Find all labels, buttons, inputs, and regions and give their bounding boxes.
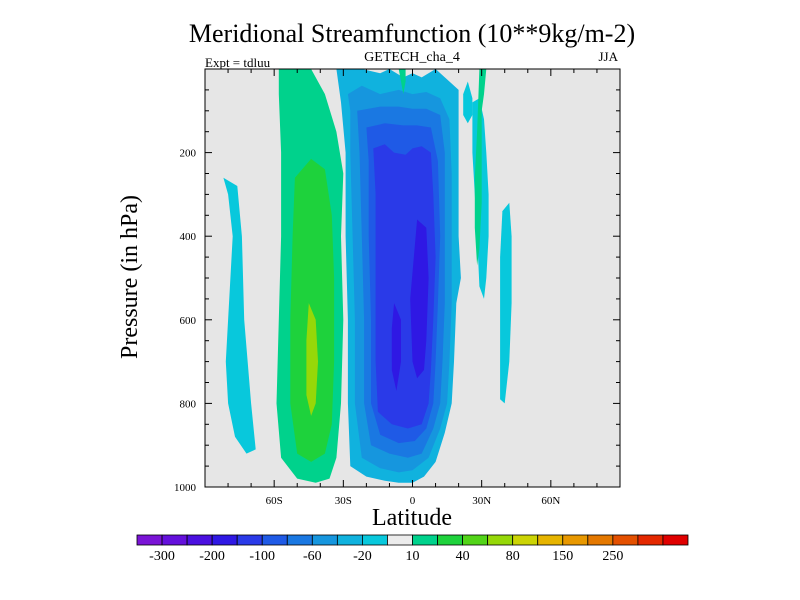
colorbar-box — [587, 534, 614, 546]
x-axis-label: Latitude — [372, 505, 452, 531]
contour-cyan-stub-20n — [463, 81, 473, 124]
colorbar-box — [512, 534, 539, 546]
y-axis-label: Pressure (in hPa) — [117, 195, 143, 359]
x-tick-label: 0 — [410, 495, 416, 507]
y-tick-label: 400 — [180, 231, 197, 243]
colorbar-label: 40 — [456, 549, 470, 564]
x-tick-label: 30N — [472, 495, 491, 507]
y-tick-label: 1000 — [174, 482, 197, 494]
colorbar-box — [161, 534, 188, 546]
contour-indigo-core-a — [410, 219, 429, 379]
chart-title: Meridional Streamfunction (10**9kg/m-2) — [189, 19, 635, 48]
y-tick-label: 200 — [180, 148, 197, 160]
contour-teal-drip-eq — [398, 69, 406, 95]
x-tick-label: 60N — [541, 495, 560, 507]
colorbar-box — [487, 534, 514, 546]
colorbar-label: 250 — [602, 549, 623, 564]
colorbar-label: -300 — [149, 549, 175, 564]
colorbar-box — [462, 534, 489, 546]
contour-cyan-cell-60s — [223, 177, 256, 454]
colorbar-box — [612, 534, 639, 546]
colorbar-box — [211, 534, 238, 546]
colorbar-box — [662, 534, 689, 546]
colorbar-box — [136, 534, 163, 546]
colorbar: -300 -200 -100 -60 -20 10 40 80 150 250 — [136, 534, 689, 564]
y-tick-label: 800 — [180, 398, 197, 410]
contour-green-cell-40s — [290, 158, 335, 462]
plot-area: 60S 30S 0 30N 60N 200 400 600 800 1000 — [174, 68, 621, 507]
colorbar-box — [261, 534, 288, 546]
colorbar-box — [537, 534, 564, 546]
colorbar-label: -20 — [353, 549, 372, 564]
colorbar-label: 150 — [552, 549, 573, 564]
colorbar-box — [637, 534, 664, 546]
colorbar-box — [186, 534, 213, 546]
colorbar-box — [336, 534, 363, 546]
contour-cyan-patch-40n — [500, 202, 512, 404]
colorbar-label: -60 — [303, 549, 322, 564]
colorbar-box — [387, 534, 413, 546]
colorbar-label: -200 — [199, 549, 225, 564]
x-axis-ticks: 60S 30S 0 30N 60N — [204, 69, 621, 507]
x-tick-label: 30S — [335, 495, 352, 507]
contour-teal-ridge-30n — [474, 69, 487, 266]
x-tick-label: 60S — [266, 495, 283, 507]
colorbar-label: -100 — [249, 549, 275, 564]
contour-indigo-core-b — [391, 303, 401, 391]
chart-subtitle-center: GETECH_cha_4 — [364, 50, 460, 65]
contour-fields — [223, 69, 512, 483]
chart-subtitle-right: JJA — [598, 49, 618, 64]
colorbar-label: 10 — [406, 549, 420, 564]
contour-yellowgreen-core-40s — [306, 303, 318, 416]
colorbar-box — [437, 534, 463, 546]
colorbar-box — [311, 534, 338, 546]
colorbar-box — [562, 534, 589, 546]
colorbar-box — [286, 534, 313, 546]
y-axis-ticks: 200 400 600 800 1000 — [174, 68, 620, 494]
colorbar-box — [412, 534, 438, 546]
colorbar-box — [362, 534, 388, 546]
y-tick-label: 600 — [180, 315, 197, 327]
colorbar-label: 80 — [506, 549, 520, 564]
colorbar-box — [236, 534, 263, 546]
chart-subtitle-left: Expt = tdluu — [205, 55, 271, 70]
